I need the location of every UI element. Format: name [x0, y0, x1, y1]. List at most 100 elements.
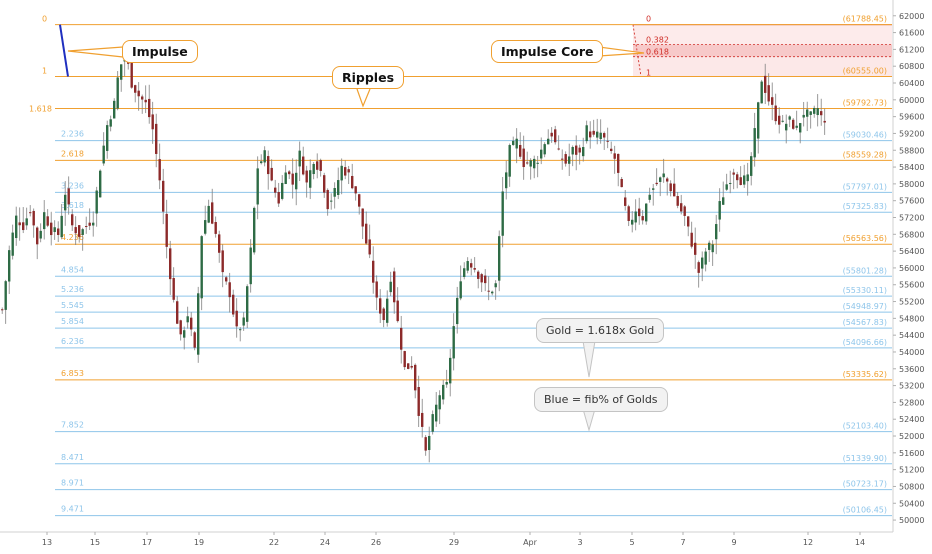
candle-body	[708, 242, 711, 250]
candle-body	[568, 156, 571, 164]
price-tick-label: 55600	[899, 281, 924, 290]
candle-body	[774, 105, 777, 122]
fib-value-label: (57325.83)	[843, 202, 887, 211]
core-level-label: 1	[646, 68, 651, 77]
candle-body	[522, 148, 525, 168]
candle-body	[550, 132, 553, 137]
candle-body	[312, 163, 315, 175]
candle-body	[232, 294, 235, 315]
candle-body	[585, 125, 588, 142]
candle-body	[25, 218, 28, 226]
candle-body	[697, 262, 700, 273]
candle-body	[407, 363, 410, 369]
candle-body	[536, 162, 539, 164]
price-tick-label: 50400	[899, 499, 924, 508]
price-axis: 62000 61600 61200 60800 60400 60000 59600 59200…	[892, 0, 932, 550]
fib-ratio-label: 6.236	[61, 337, 84, 346]
candle-body	[71, 214, 74, 226]
candle-body	[211, 202, 214, 224]
price-tick-label: 61200	[899, 45, 924, 54]
candle-body	[431, 414, 434, 432]
candle-body	[659, 177, 662, 182]
candle-body	[788, 116, 791, 120]
time-tick-label: 9	[731, 538, 736, 547]
candle-body	[676, 196, 679, 206]
candle-body	[400, 327, 403, 350]
candle-body	[158, 159, 161, 181]
fib-ratio-label: 4.854	[61, 265, 84, 274]
candle-body	[368, 239, 371, 255]
fib-ratio-label: 8.471	[61, 453, 84, 462]
candle-body	[316, 161, 319, 170]
candle-body	[452, 326, 455, 359]
time-tick-label: 14	[855, 538, 865, 547]
candle-body	[8, 250, 11, 282]
candle-body	[487, 290, 490, 292]
candle-body	[540, 149, 543, 159]
candle-body	[207, 205, 210, 223]
candle-body	[326, 189, 329, 210]
candle-body	[498, 236, 501, 281]
candle-body	[333, 188, 336, 197]
candle-body	[50, 222, 53, 236]
candle-body	[613, 153, 616, 159]
impulse-leg	[59, 24, 69, 77]
time-tick-label: 29	[449, 538, 459, 547]
candle-body	[690, 232, 693, 247]
price-tick-label: 57200	[899, 213, 924, 222]
candle-body	[760, 81, 763, 104]
fib-value-label: (50723.17)	[843, 480, 887, 489]
candle-body	[53, 227, 56, 233]
candle-body	[144, 99, 147, 103]
candle-body	[372, 260, 375, 283]
gold-note-pointer	[582, 340, 596, 378]
fib-value-label: (54948.97)	[843, 302, 887, 311]
fib-value-label: (53335.62)	[843, 370, 887, 379]
candle-body	[515, 138, 518, 149]
candle-body	[802, 114, 805, 118]
candle-body	[739, 177, 742, 186]
fib-value-label: (56563.56)	[843, 234, 887, 243]
candle-body	[543, 144, 546, 155]
price-tick-label: 54400	[899, 331, 924, 340]
candle-body	[596, 131, 599, 138]
fib-ratio-label: 1.618	[29, 105, 52, 114]
candle-body	[470, 263, 473, 268]
candle-body	[795, 125, 798, 128]
candle-body	[386, 298, 389, 323]
fib-value-label: (51339.90)	[843, 454, 887, 463]
candle-body	[631, 219, 634, 225]
price-tick-label: 55200	[899, 298, 924, 307]
core-band-bottom	[633, 56, 892, 77]
candle-body	[284, 172, 287, 185]
candle-body	[330, 200, 333, 202]
candle-body	[151, 114, 154, 130]
candle-body	[354, 186, 357, 194]
candle-body	[46, 216, 49, 226]
price-tick-label: 51600	[899, 449, 924, 458]
candle-body	[725, 184, 728, 190]
fib-value-label: (54567.83)	[843, 318, 887, 327]
impulse-core-callout: Impulse Core	[491, 40, 604, 63]
time-tick-label: 5	[629, 538, 634, 547]
candle-body	[816, 108, 819, 116]
candle-body	[148, 98, 151, 118]
candle-body	[36, 227, 39, 245]
candle-body	[638, 208, 641, 217]
price-tick-label: 60800	[899, 62, 924, 71]
time-tick-label: 15	[90, 538, 100, 547]
price-tick-label: 56800	[899, 230, 924, 239]
candle-body	[757, 102, 760, 139]
time-tick-label: Apr	[523, 538, 538, 547]
candle-body	[351, 175, 354, 189]
candle-body	[365, 223, 368, 244]
price-tick-label: 62000	[899, 12, 924, 21]
candle-body	[620, 178, 623, 188]
candle-body	[557, 148, 560, 150]
candle-body	[473, 268, 476, 270]
candle-body	[624, 197, 627, 206]
candle-body	[106, 125, 109, 151]
fib-value-label: (61788.45)	[843, 15, 887, 24]
candle-body	[393, 271, 396, 303]
